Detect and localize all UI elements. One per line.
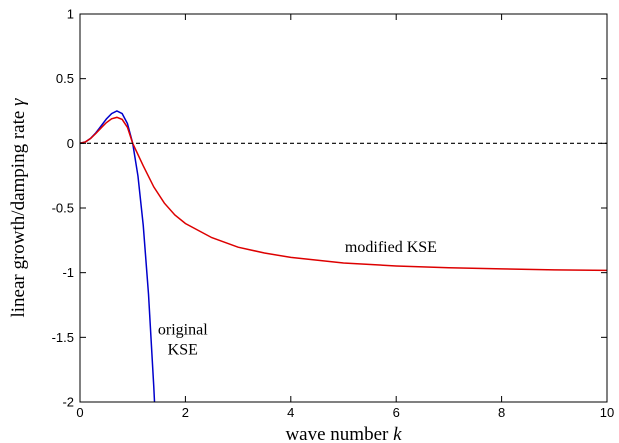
tick-layer: 0 2 4 6 8 10 1 0.5 0 -0.5 -1 -1.5 -2 xyxy=(52,7,615,421)
series-layer xyxy=(80,110,607,402)
x-axis-label-text: wave number xyxy=(285,424,389,443)
y-axis-label: linear growth/damping rate γ xyxy=(8,98,29,318)
series-line-0 xyxy=(80,110,156,402)
y-tick-label: -2 xyxy=(62,395,74,410)
y-tick-label: -0.5 xyxy=(52,201,74,216)
x-tick-label: 2 xyxy=(182,405,189,420)
y-tick-label: -1.5 xyxy=(52,330,74,345)
x-axis-symbol: k xyxy=(393,424,402,443)
y-tick-label: 1 xyxy=(67,7,74,22)
annotation-1-line-1: KSE xyxy=(168,342,198,359)
y-axis-label-text: linear growth/damping rate xyxy=(8,111,29,318)
x-tick-label: 8 xyxy=(498,405,505,420)
annotation-1-line-0: original xyxy=(158,322,208,339)
x-tick-label: 10 xyxy=(600,405,614,420)
x-tick-label: 4 xyxy=(287,405,294,420)
x-tick-label: 0 xyxy=(76,405,83,420)
x-axis-label: wave number k xyxy=(285,424,402,443)
series-line-1 xyxy=(80,116,607,272)
annotation-0: modified KSE xyxy=(345,239,437,256)
x-tick-label: 6 xyxy=(393,405,400,420)
y-tick-label: 0 xyxy=(67,136,74,151)
y-axis-symbol: γ xyxy=(8,98,29,106)
annotation-layer: modified KSE original KSE xyxy=(158,239,437,359)
y-tick-label: 0.5 xyxy=(56,71,74,86)
y-tick-label: -1 xyxy=(62,265,74,280)
axes-frame xyxy=(79,13,608,403)
